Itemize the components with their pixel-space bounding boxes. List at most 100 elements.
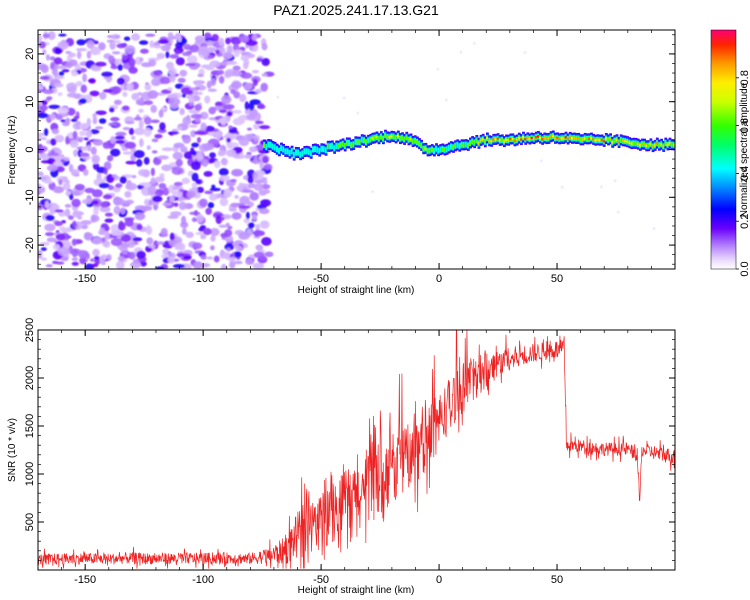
signal-peak: [628, 141, 632, 144]
signal-cell: [292, 152, 296, 159]
signal-peak: [507, 139, 511, 142]
noise-blob: [71, 71, 79, 77]
noise-blob: [255, 244, 264, 251]
signal-peak: [556, 136, 559, 140]
signal-peak: [520, 138, 523, 141]
noise-blob: [159, 122, 166, 131]
signal-cell: [356, 140, 360, 145]
noise-blob: [181, 215, 187, 225]
noise-blob: [248, 146, 258, 153]
noise-blob: [131, 33, 141, 41]
noise-blob: [125, 121, 135, 125]
noise-blob: [175, 57, 185, 66]
noise-blob: [110, 117, 120, 122]
noise-blob: [261, 237, 272, 246]
signal-cell: [360, 136, 364, 143]
noise-blob: [117, 77, 125, 86]
noise-blob: [243, 218, 250, 224]
noise-blob: [117, 256, 125, 262]
noise-blob: [39, 105, 49, 111]
noise-blob: [227, 225, 233, 230]
noise-blob: [129, 261, 142, 269]
noise-blob: [162, 187, 170, 196]
noise-blob: [211, 34, 219, 42]
noise-blob: [190, 130, 197, 138]
noise-blob: [191, 161, 201, 171]
noise-blob: [81, 146, 88, 152]
colorbar-ticks: 0.0 0.2 0.4 0.6 0.8: [736, 70, 750, 277]
noise-speck: [276, 96, 279, 99]
noise-speck: [356, 112, 359, 114]
noise-blob: [257, 171, 263, 181]
noise-blob: [219, 250, 227, 260]
noise-speck: [614, 179, 617, 182]
y-tick-label: 0: [24, 146, 36, 152]
noise-blob: [239, 35, 250, 43]
signal-peak: [543, 136, 547, 140]
noise-blob: [104, 212, 113, 217]
signal-cell: [348, 140, 351, 146]
signal-cell: [307, 148, 311, 155]
signal-cell: [452, 145, 455, 150]
signal-peak: [541, 138, 544, 141]
noise-blob: [144, 198, 150, 206]
spectrogram-y-axis-label: Frequency (Hz): [7, 116, 18, 185]
noise-blob: [48, 104, 61, 109]
signal-peak: [479, 139, 483, 142]
colorbar-tick-label: 0.8: [739, 70, 750, 85]
noise-blob: [39, 76, 50, 80]
noise-blob: [147, 90, 159, 99]
noise-blob: [244, 108, 251, 115]
signal-cell: [322, 146, 326, 153]
signal-cell: [358, 140, 362, 145]
noise-blob: [195, 91, 203, 95]
noise-blob: [53, 83, 64, 88]
noise-blob: [79, 98, 87, 104]
noise-blob: [233, 49, 240, 57]
noise-blob: [191, 142, 200, 148]
noise-blob: [128, 127, 135, 136]
noise-blob: [79, 122, 90, 130]
noise-blob: [151, 78, 161, 87]
noise-blob: [244, 154, 253, 159]
noise-blob: [238, 182, 244, 191]
noise-blob: [262, 155, 269, 164]
noise-blob: [50, 138, 57, 146]
signal-cell: [271, 143, 275, 150]
noise-blob: [185, 63, 196, 67]
signal-cell: [647, 143, 651, 148]
noise-blob: [210, 245, 215, 251]
noise-blob: [92, 139, 104, 146]
noise-blob: [140, 48, 149, 54]
noise-blob: [225, 222, 230, 227]
noise-blob: [210, 235, 216, 242]
colorbar-tick-label: 0.0: [739, 261, 750, 276]
noise-blob: [138, 120, 144, 129]
noise-blob: [228, 125, 233, 129]
noise-blob: [117, 221, 126, 231]
noise-blob: [148, 59, 157, 67]
signal-cell: [473, 140, 477, 145]
signal-cell: [320, 145, 324, 152]
noise-blob: [124, 191, 132, 198]
signal-cell: [369, 137, 373, 142]
noise-blob: [71, 238, 77, 246]
noise-speck: [459, 51, 462, 54]
noise-blob: [168, 67, 177, 76]
noise-speck: [445, 98, 448, 101]
noise-blob: [139, 182, 151, 186]
signal-peak: [662, 145, 666, 148]
noise-blob: [173, 202, 179, 207]
noise-blob: [234, 251, 242, 258]
signal-cell: [607, 137, 610, 142]
x-tick-label: -100: [192, 273, 214, 285]
noise-blob: [102, 141, 111, 149]
signal-peak: [528, 137, 532, 141]
noise-blob: [253, 251, 265, 258]
noise-blob: [92, 113, 97, 119]
noise-blob: [251, 34, 258, 41]
noise-blob: [171, 166, 184, 175]
noise-blob: [75, 81, 83, 87]
signal-cell: [418, 141, 421, 146]
